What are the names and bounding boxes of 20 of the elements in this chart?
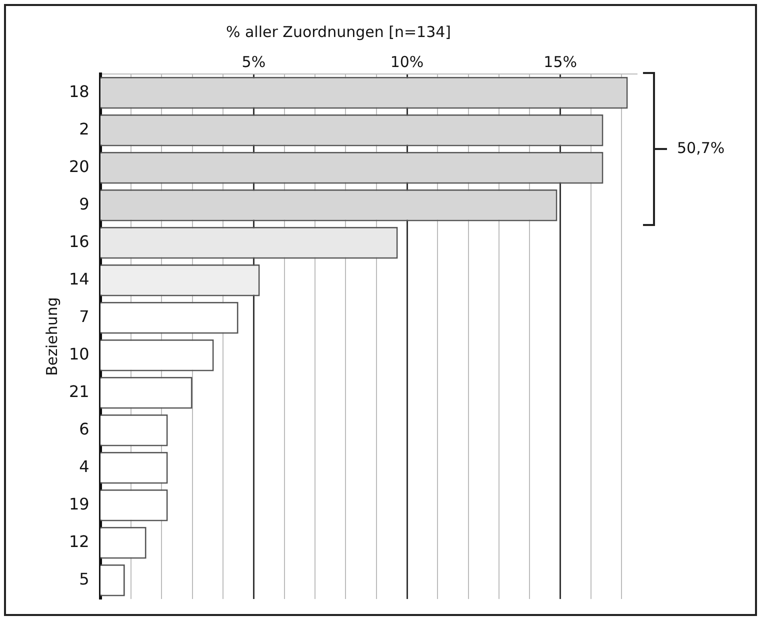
y-tick-label: 16 bbox=[69, 232, 90, 251]
y-tick-label: 10 bbox=[69, 344, 90, 364]
y-tick-label: 14 bbox=[69, 269, 90, 288]
chart-title: % aller Zuordnungen [n=134] bbox=[226, 22, 452, 41]
y-tick-label: 18 bbox=[69, 82, 90, 101]
y-tick-label: 21 bbox=[69, 382, 90, 401]
y-tick-label: 5 bbox=[79, 569, 90, 588]
y-tick-label: 4 bbox=[79, 456, 90, 476]
text: 50,7% bbox=[677, 139, 725, 157]
y-tick-label: 20 bbox=[69, 156, 90, 176]
y-tick-label: 2 bbox=[79, 119, 90, 138]
y-tick-label: 9 bbox=[79, 194, 90, 214]
x-tick-label: 15% bbox=[544, 52, 578, 71]
y-tick-label: 6 bbox=[79, 419, 90, 438]
y-axis-title: Beziehung bbox=[42, 297, 61, 376]
y-tick-label: 19 bbox=[69, 494, 90, 514]
x-tick-label: 5% bbox=[242, 52, 266, 71]
y-tick-label: 12 bbox=[69, 532, 90, 551]
y-tick-label: 7 bbox=[79, 306, 90, 326]
x-tick-label: 10% bbox=[390, 52, 424, 71]
